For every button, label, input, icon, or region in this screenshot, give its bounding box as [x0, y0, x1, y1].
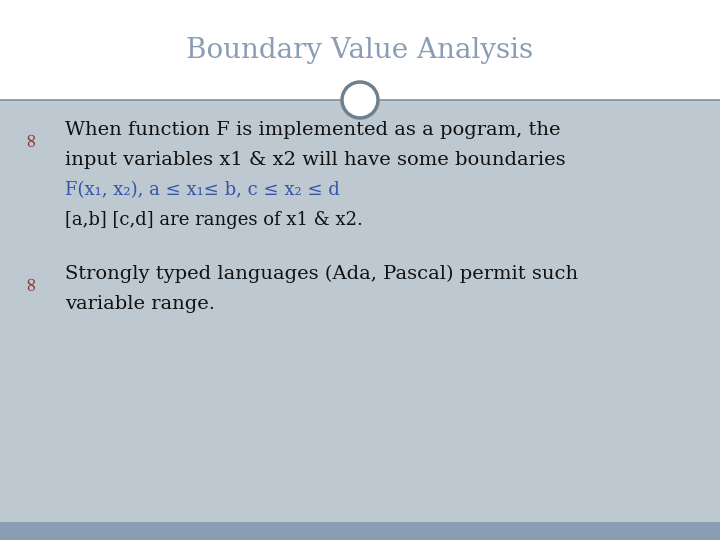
Text: ∞: ∞	[22, 274, 40, 290]
Bar	[0, 100, 720, 522]
Bar	[0, 522, 720, 540]
Text: When function F is implemented as a pogram, the: When function F is implemented as a pogr…	[65, 121, 560, 139]
Text: Strongly typed languages (Ada, Pascal) permit such: Strongly typed languages (Ada, Pascal) p…	[65, 265, 578, 283]
Text: variable range.: variable range.	[65, 295, 215, 313]
Text: ∞: ∞	[22, 130, 40, 146]
Text: [a,b] [c,d] are ranges of x1 & x2.: [a,b] [c,d] are ranges of x1 & x2.	[65, 211, 363, 229]
Text: F(x₁, x₂), a ≤ x₁≤ b, c ≤ x₂ ≤ d: F(x₁, x₂), a ≤ x₁≤ b, c ≤ x₂ ≤ d	[65, 181, 340, 199]
Text: Boundary Value Analysis: Boundary Value Analysis	[186, 37, 534, 64]
Text: input variables x1 & x2 will have some boundaries: input variables x1 & x2 will have some b…	[65, 151, 566, 169]
Circle shape	[342, 82, 378, 118]
Bar	[0, 0, 720, 100]
